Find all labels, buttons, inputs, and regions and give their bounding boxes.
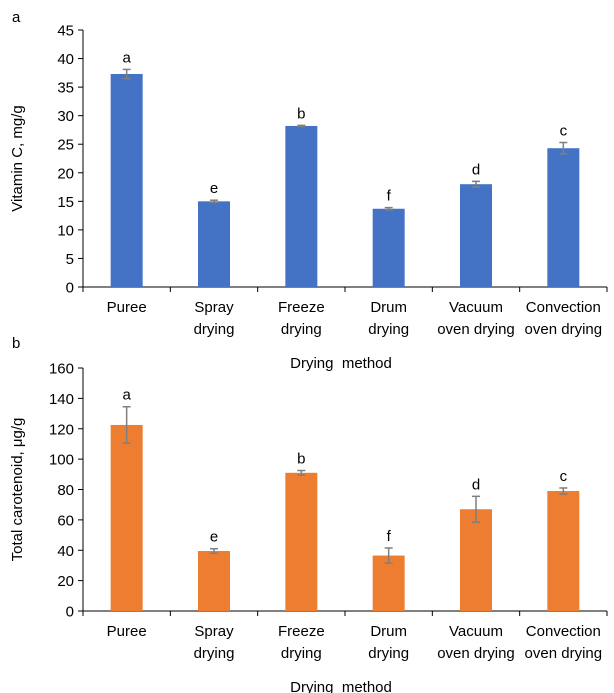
significance-letter: a [122, 49, 131, 66]
significance-letter: c [560, 468, 568, 485]
x-tick-label-line: Drum [370, 623, 407, 640]
y-tick-label: 40 [57, 543, 74, 560]
x-tick-label-line: oven drying [525, 645, 603, 662]
significance-letter: b [297, 451, 305, 468]
x-tick-label-line: Puree [107, 623, 147, 640]
bar [547, 491, 580, 611]
y-tick-label: 10 [57, 222, 74, 239]
x-tick-label-line: Convection [526, 299, 601, 316]
x-tick-label-line: drying [194, 645, 235, 662]
significance-letter: d [472, 161, 480, 178]
significance-letter: c [560, 123, 568, 140]
x-axis-title: Drying method [290, 355, 392, 372]
x-tick-label-line: Spray [194, 299, 234, 316]
x-tick-label-line: drying [368, 321, 409, 338]
significance-letter: e [210, 180, 218, 197]
x-tick-label: Spray drying [194, 623, 235, 662]
y-tick-label: 80 [57, 482, 74, 499]
y-tick-label: 20 [57, 573, 74, 590]
y-axis-title: Vitamin C, mg/g [9, 105, 26, 211]
x-tick-label-line: Freeze [278, 623, 325, 640]
bar [198, 201, 230, 287]
significance-letter: b [297, 105, 305, 122]
x-tick-label: Vacuum oven drying [437, 299, 515, 338]
x-tick-label-line: Vacuum [449, 623, 503, 640]
y-tick-label: 60 [57, 512, 74, 529]
bar [372, 208, 405, 287]
significance-letter: f [387, 188, 392, 205]
x-tick-label-line: drying [281, 645, 322, 662]
x-tick-label: Drum drying [368, 623, 409, 662]
chart-panel-b: b 0 20 40 60 80 100 120 140 160 Total carotenoid, … [9, 335, 608, 693]
y-tick-label: 45 [57, 23, 74, 40]
bar [110, 73, 143, 287]
significance-letter: e [210, 529, 218, 546]
x-tick-label-line: Puree [107, 299, 147, 316]
x-tick-label-line: oven drying [525, 321, 603, 338]
significance-letter: f [387, 528, 392, 545]
x-tick-label-line: drying [194, 321, 235, 338]
x-tick-label-line: drying [281, 321, 322, 338]
y-tick-label: 15 [57, 194, 74, 211]
x-tick-label-line: Spray [194, 623, 234, 640]
y-tick-label: 35 [57, 80, 74, 97]
x-tick-label: Convection oven drying [525, 623, 603, 662]
panel-label: b [12, 335, 20, 352]
panel-label: a [12, 9, 21, 26]
x-tick-label: Puree [107, 299, 147, 316]
y-tick-label: 160 [49, 361, 74, 378]
bar [460, 509, 492, 611]
x-tick-label-line: Vacuum [449, 299, 503, 316]
x-tick-label: Spray drying [194, 299, 235, 338]
x-tick-label: Vacuum oven drying [437, 623, 515, 662]
y-tick-label: 100 [49, 452, 74, 469]
y-tick-label: 20 [57, 165, 74, 182]
bar [110, 424, 143, 611]
significance-letter: a [122, 387, 131, 404]
x-tick-label: Freeze drying [278, 299, 325, 338]
bar [372, 555, 405, 611]
y-axis-title: Total carotenoid, μg/g [9, 418, 26, 562]
chart-panel-a: a 0 5 10 15 20 25 30 35 40 45 Vitamin C, mg/g a Puree… [9, 9, 608, 372]
x-tick-label-line: Convection [526, 623, 601, 640]
x-tick-label-line: drying [368, 645, 409, 662]
x-tick-label: Drum drying [368, 299, 409, 338]
x-tick-label-line: Drum [370, 299, 407, 316]
y-tick-label: 5 [66, 251, 74, 268]
x-tick-label-line: oven drying [437, 321, 515, 338]
bar [547, 148, 580, 287]
bar [285, 472, 318, 611]
y-tick-label: 40 [57, 51, 74, 68]
y-tick-label: 140 [49, 391, 74, 408]
x-tick-label: Freeze drying [278, 623, 325, 662]
significance-letter: d [472, 476, 480, 493]
x-tick-label-line: Freeze [278, 299, 325, 316]
y-tick-label: 30 [57, 108, 74, 125]
x-tick-label-line: oven drying [437, 645, 515, 662]
bar [198, 551, 230, 611]
y-tick-label: 120 [49, 421, 74, 438]
y-tick-label: 0 [66, 604, 74, 621]
bar [460, 184, 492, 287]
x-axis-title: Drying method [290, 679, 392, 693]
x-tick-label: Convection oven drying [525, 299, 603, 338]
y-tick-label: 0 [66, 280, 74, 297]
x-tick-label: Puree [107, 623, 147, 640]
y-tick-label: 25 [57, 137, 74, 154]
bar [285, 125, 318, 288]
